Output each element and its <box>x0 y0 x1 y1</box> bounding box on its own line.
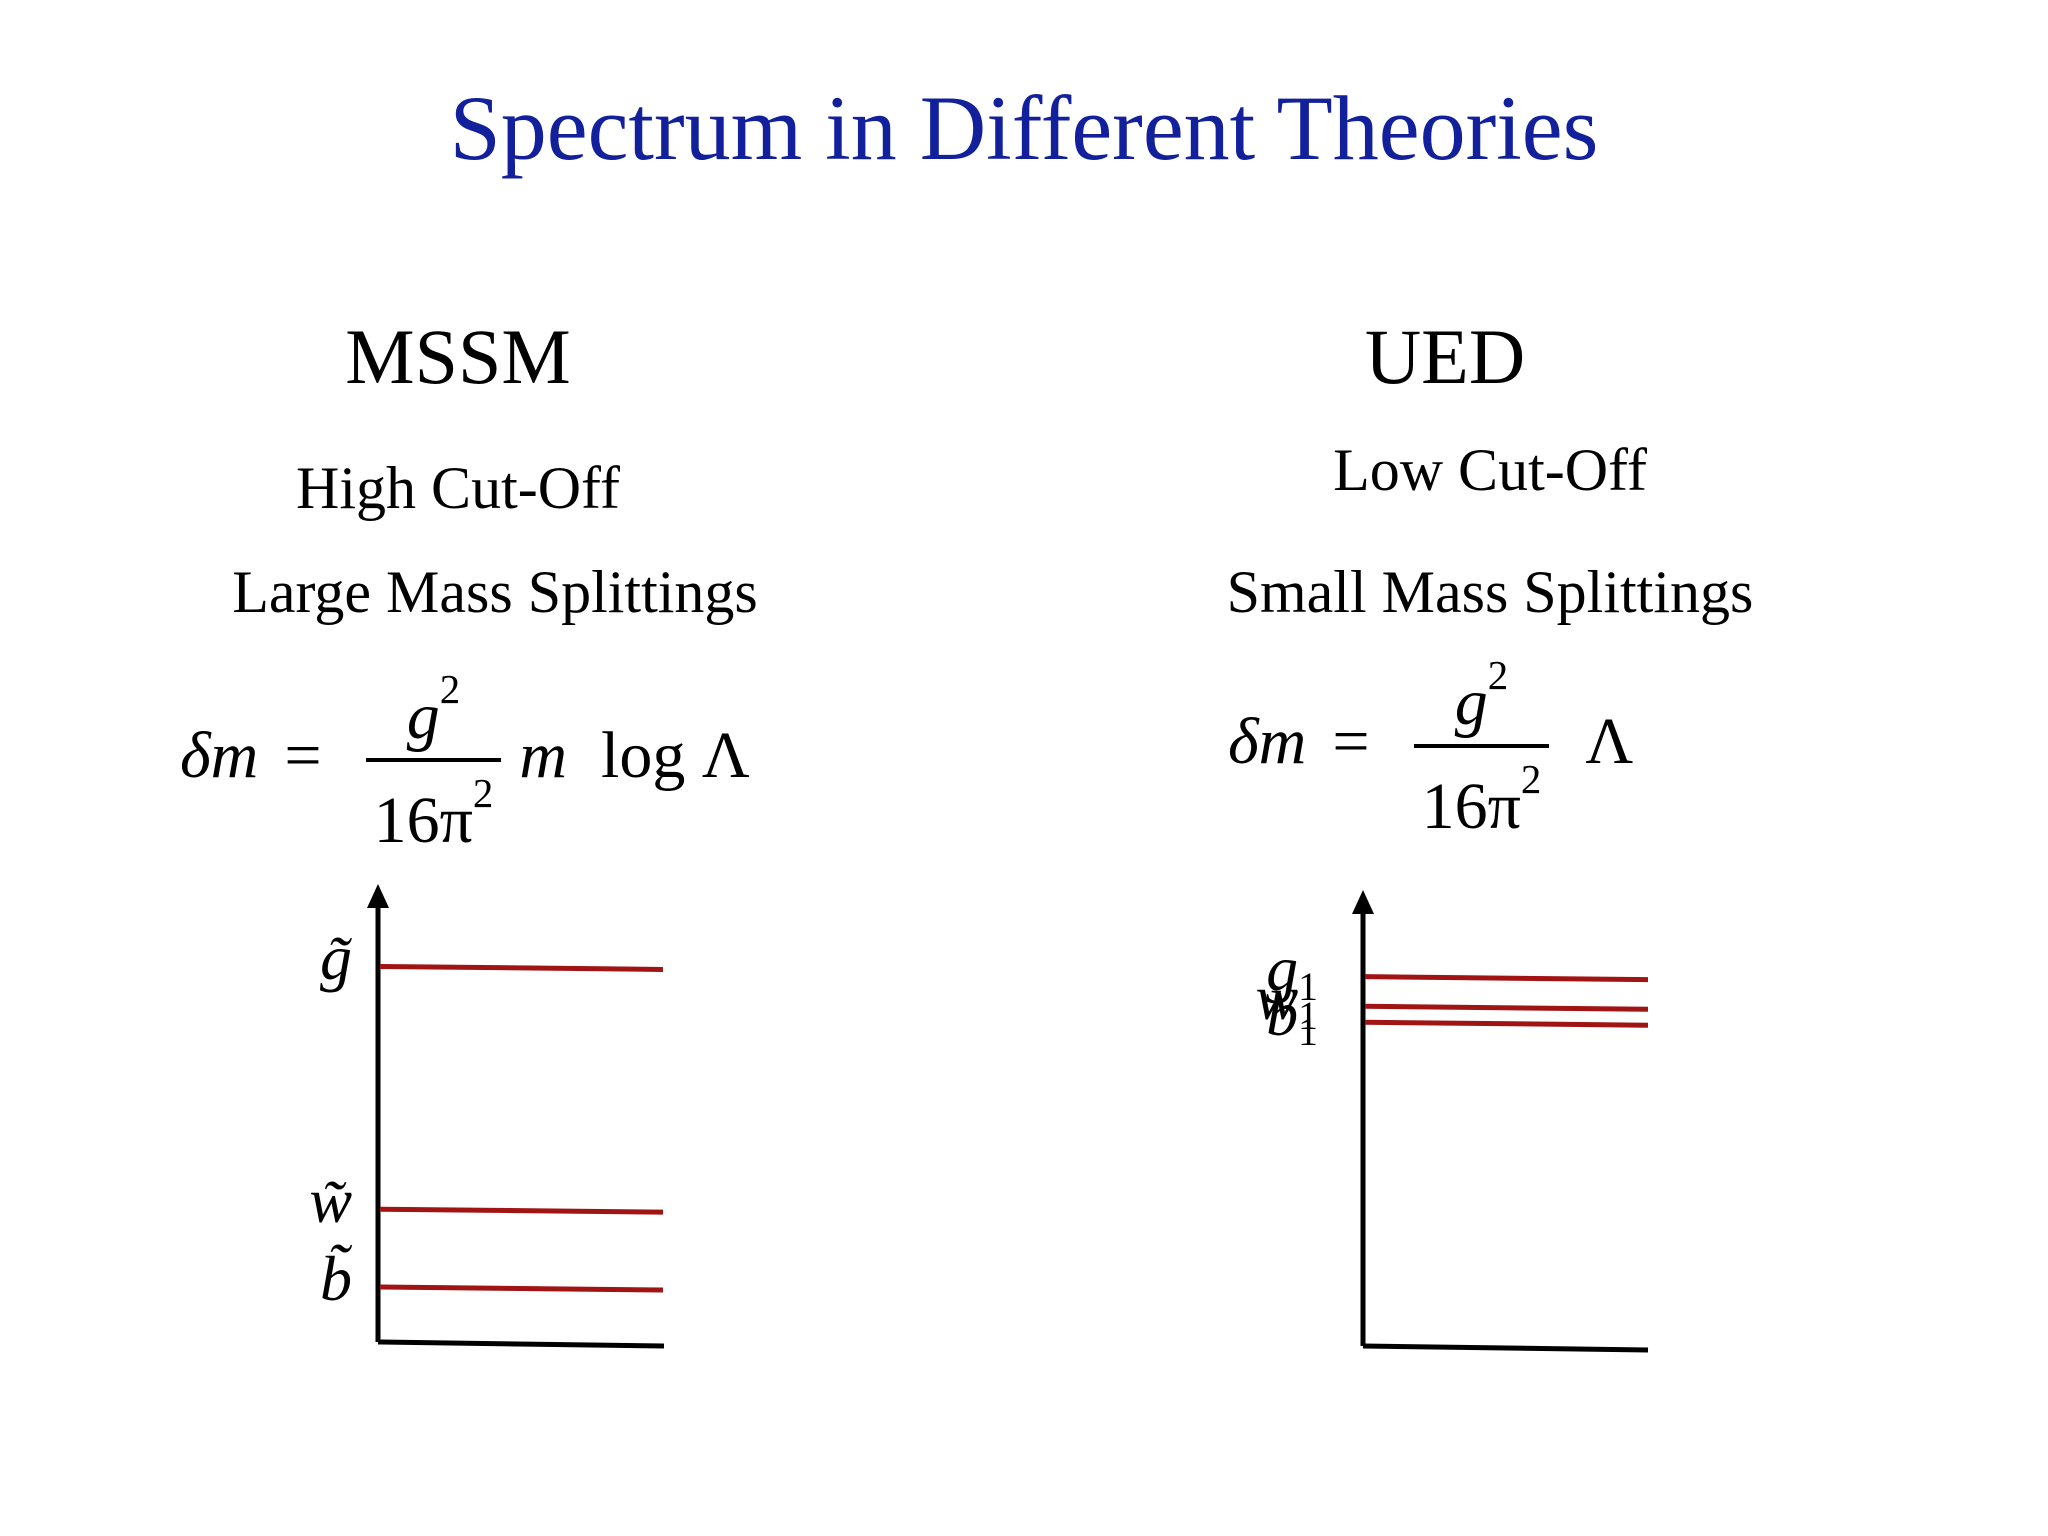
ued-formula: δm = g2 16π2 Λ <box>1228 653 1634 843</box>
ued-level-index: 1 <box>1298 994 1318 1039</box>
mssm-formula-mass: m <box>519 718 568 792</box>
mssm-formula-log: log Λ <box>601 718 750 792</box>
ued-cutoff-label: Low Cut-Off <box>1333 437 1647 503</box>
ued-level-label: b1 <box>1158 982 1318 1053</box>
ued-formula-lhs: δm <box>1228 704 1307 778</box>
mssm-baseline <box>377 1339 665 1349</box>
ued-spectrum <box>1352 890 1649 1353</box>
ued-level-symbol: b <box>1266 978 1299 1050</box>
ued-heading: UED <box>1364 313 1526 400</box>
mssm-level-line <box>379 1284 664 1293</box>
mssm-formula-numerator: g <box>406 679 440 753</box>
mssm-spectrum <box>367 884 665 1349</box>
ued-splitting-label: Small Mass Splittings <box>1226 559 1754 625</box>
ued-level-index: 1 <box>1298 1010 1318 1055</box>
mssm-formula-denominator-exp: 2 <box>472 770 494 816</box>
ued-axis-arrowhead <box>1352 890 1374 914</box>
mssm-formula-fraction: g2 16π2 <box>365 667 502 857</box>
mssm-formula-numerator-exp: 2 <box>439 667 461 712</box>
mssm-level-symbol: w̃ <box>309 1165 352 1237</box>
ued-formula-denominator-exp: 2 <box>1520 756 1542 802</box>
ued-level-line <box>1364 1003 1649 1012</box>
mssm-level-label: g̃ <box>192 926 352 990</box>
mssm-level-symbol: b̃ <box>320 1243 352 1315</box>
ued-baseline <box>1362 1343 1649 1353</box>
mssm-formula-equals: = <box>284 718 322 792</box>
ued-level-line <box>1364 1019 1649 1028</box>
ued-level-label: g1 <box>1158 936 1318 1009</box>
ued-formula-denominator: 16π <box>1421 769 1521 843</box>
mssm-level-label: b̃ <box>192 1247 352 1311</box>
ued-level-label: w1 <box>1158 966 1318 1037</box>
mssm-formula: δm = g2 16π2 m log Λ <box>180 667 750 857</box>
mssm-level-label: w̃ <box>192 1169 352 1233</box>
mssm-cutoff-label: High Cut-Off <box>296 455 620 521</box>
ued-formula-numerator-exp: 2 <box>1487 653 1509 698</box>
slide-title: Spectrum in Different Theories <box>449 77 1599 179</box>
mssm-splitting-label: Large Mass Splittings <box>232 559 758 625</box>
mssm-formula-denominator: 16π <box>373 783 473 857</box>
mssm-formula-lhs: δm <box>180 718 259 792</box>
mssm-level-line <box>379 963 664 972</box>
ued-level-symbol: w <box>1255 962 1299 1034</box>
ued-formula-lambda: Λ <box>1585 704 1634 778</box>
mssm-level-line <box>379 1206 664 1215</box>
ued-formula-numerator: g <box>1454 665 1488 739</box>
ued-level-index: 1 <box>1298 964 1318 1009</box>
mssm-heading: MSSM <box>345 313 571 400</box>
mssm-level-symbol: g̃ <box>320 922 352 994</box>
mssm-axis-arrowhead <box>367 884 389 908</box>
ued-formula-equals: = <box>1332 704 1370 778</box>
ued-level-symbol: g <box>1266 932 1299 1004</box>
ued-formula-fraction: g2 16π2 <box>1413 653 1550 843</box>
ued-level-line <box>1364 974 1649 983</box>
